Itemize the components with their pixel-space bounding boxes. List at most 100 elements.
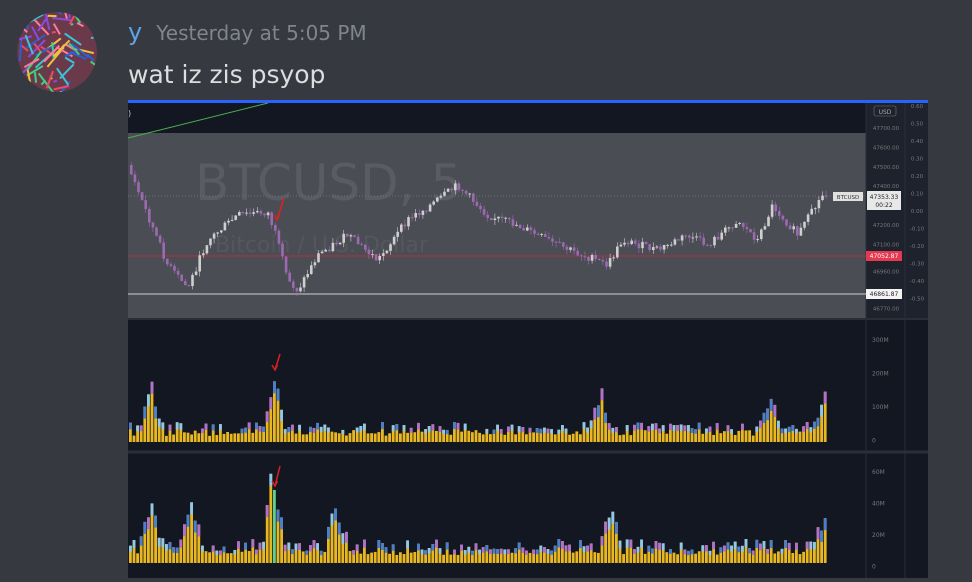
volume-bar-top — [615, 427, 618, 432]
candle — [494, 218, 497, 220]
volume-bar-top — [719, 547, 722, 552]
volume-bar — [482, 434, 485, 442]
volume-bar-top — [608, 423, 611, 430]
volume-bar-top — [824, 392, 827, 404]
username[interactable]: y — [128, 18, 142, 46]
volume-bar — [629, 435, 632, 442]
candle — [198, 255, 201, 271]
volume-bar-top — [683, 425, 686, 431]
volume-bar-top — [341, 533, 344, 543]
candle — [530, 227, 533, 230]
volume-bar-top — [169, 542, 172, 549]
chart-image[interactable]: ) BTCUSD, 5 Bitcoin / U.S. Dollar USD — [128, 100, 928, 578]
avatar-stroke — [61, 91, 66, 104]
candle — [764, 226, 767, 229]
volume-bar — [370, 433, 373, 442]
candle — [238, 212, 241, 215]
volume-bar-top — [518, 542, 521, 549]
candle — [573, 247, 576, 250]
volume-bar-top — [309, 545, 312, 551]
volume-bar-top — [518, 426, 521, 432]
volume-bar-top — [507, 427, 510, 432]
currency: USD — [879, 109, 892, 116]
volume-bar-top — [176, 422, 179, 429]
avatar-stroke — [20, 42, 21, 62]
candle — [483, 209, 486, 215]
candle — [292, 282, 295, 288]
percent-axis-label: 0.20 — [911, 174, 924, 180]
volume-bar — [374, 552, 377, 563]
volume-bar-top — [557, 539, 560, 547]
volume-bar-top — [759, 421, 762, 428]
candle — [252, 212, 255, 214]
avatar[interactable] — [6, 0, 102, 106]
volume-bar-top — [179, 539, 182, 547]
volume-bar — [421, 432, 424, 442]
price-axis-label: 47500.00 — [873, 165, 900, 171]
volume-bar-top — [817, 527, 820, 539]
volume-bar-top — [237, 541, 240, 549]
candle — [375, 254, 378, 260]
volume-bar-top — [381, 422, 384, 429]
volume-bar-top — [147, 517, 150, 529]
volume-bar — [226, 432, 229, 442]
volume-bar-top — [446, 430, 449, 434]
volume-bar — [568, 435, 571, 442]
volume-bar-top — [460, 544, 463, 550]
volume-bar — [208, 436, 211, 442]
candle — [551, 238, 554, 241]
volume-bar — [467, 431, 470, 442]
volume-bar — [723, 431, 726, 442]
volume-bar-top — [712, 542, 715, 549]
volume-bar-top — [489, 549, 492, 554]
volume-bar — [302, 434, 305, 442]
volume-bar-top — [323, 425, 326, 431]
candle — [159, 236, 162, 243]
volume-bar-top — [727, 425, 730, 431]
timestamp: Yesterday at 5:05 PM — [155, 21, 367, 45]
candle — [321, 252, 324, 254]
volume-bar-top — [550, 550, 553, 554]
candle — [155, 228, 158, 236]
percent-axis-label: -0.20 — [910, 244, 925, 250]
symbol-tag: BTCUSD — [837, 195, 859, 201]
candle — [735, 224, 738, 228]
volume-bar-top — [266, 411, 269, 422]
volume-bar-top — [428, 548, 431, 553]
volume-bar-top — [262, 542, 265, 549]
candle — [288, 273, 291, 282]
price-axis-label: 47400.00 — [873, 184, 900, 190]
candle — [562, 242, 565, 246]
volume-bar — [302, 551, 305, 563]
volume-bar-top — [165, 544, 168, 551]
candle — [188, 285, 191, 286]
volume-bar — [251, 433, 254, 442]
volume-bar-top — [640, 539, 643, 547]
candle — [260, 211, 263, 214]
volume-bar-top — [327, 527, 330, 539]
volume-bar-top — [424, 550, 427, 554]
volume-bar-top — [633, 425, 636, 431]
volume-bar-top — [485, 545, 488, 551]
volume-bar-top — [521, 427, 524, 432]
candle — [141, 192, 144, 200]
candle — [663, 245, 666, 250]
volume-bar-top — [691, 550, 694, 555]
volume-bar-top — [143, 522, 146, 534]
candle — [220, 230, 223, 232]
candle — [616, 246, 619, 257]
candle — [195, 272, 198, 275]
volume-bar — [215, 435, 218, 442]
volume-bar-top — [597, 405, 600, 417]
candle — [303, 277, 306, 287]
volume-bar — [133, 436, 136, 442]
candle — [267, 213, 270, 216]
candle — [767, 217, 770, 226]
volume-bar-top — [140, 425, 143, 431]
volume-bar-top — [795, 543, 798, 550]
candle — [717, 237, 720, 240]
volume-bar-top — [327, 427, 330, 432]
volume-bar-top — [809, 427, 812, 432]
